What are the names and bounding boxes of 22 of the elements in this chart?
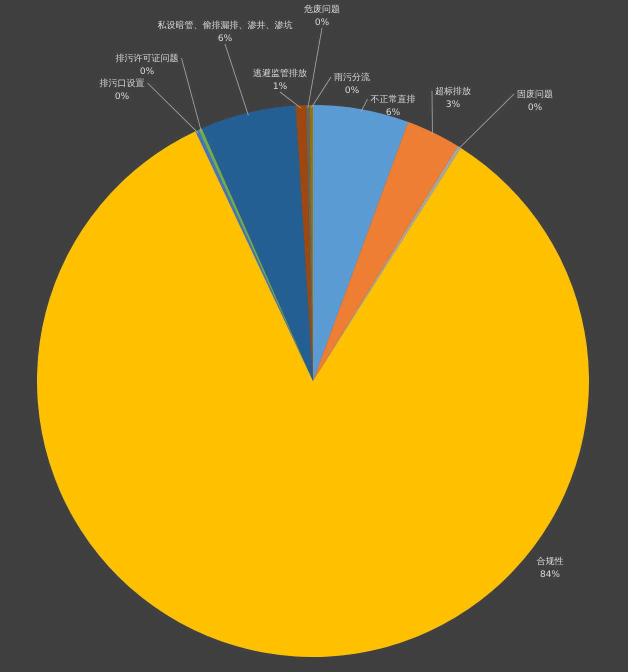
slice-label: 雨污分流 [334,72,370,83]
data-label: 6% [386,108,401,118]
data-label: 84% [540,570,560,580]
data-label: 0% [528,103,543,113]
data-label: 0% [314,18,330,28]
slice-label: 不正常直排 [370,94,416,105]
pie-slice [37,131,589,657]
slice-label: 逃避监管排放 [253,68,307,79]
slice-label: 固废问题 [517,89,553,100]
slice-label: 危废问题 [304,4,340,15]
data-label: 0% [114,92,130,102]
data-label: 3% [446,100,461,110]
data-label: 0% [140,67,155,77]
slice-label: 合规性 [536,556,564,567]
data-label: 0% [344,86,360,96]
slice-label: 私设暗管、偷排漏排、渗井、渗坑 [158,20,292,31]
data-label: 1% [272,82,288,92]
pie-slice [313,105,408,381]
slice-label: 排污口设置 [100,78,144,89]
data-label: 6% [218,34,233,44]
slice-label: 排污许可证问题 [116,53,178,64]
slice-label: 超标排放 [435,86,471,97]
